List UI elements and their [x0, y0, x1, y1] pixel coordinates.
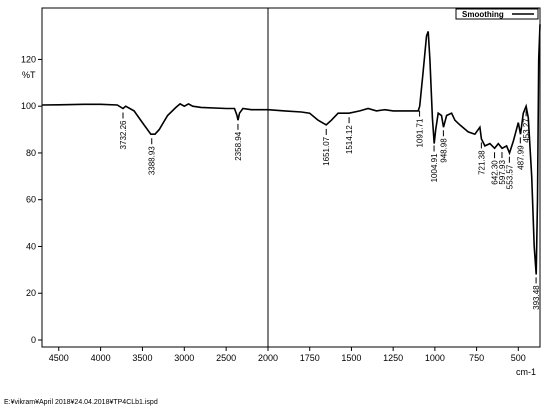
x-tick-label: 1000 — [425, 353, 445, 363]
y-tick-label: 20 — [26, 288, 36, 298]
y-tick-label: 80 — [26, 148, 36, 158]
peak-label: 597.93 — [498, 160, 507, 185]
peak-label: 948.98 — [439, 138, 448, 163]
spectrum-line — [41, 24, 541, 275]
peak-label: 3732.26 — [119, 120, 128, 149]
x-tick-label: 4000 — [91, 353, 111, 363]
x-tick-label: 4500 — [49, 353, 69, 363]
x-tick-label: 1250 — [383, 353, 403, 363]
peak-label: 393.48 — [532, 285, 541, 310]
x-tick-label: 500 — [511, 353, 526, 363]
y-tick-label: 60 — [26, 195, 36, 205]
y-tick-label: 40 — [26, 241, 36, 251]
y-axis-label: %T — [22, 70, 36, 80]
peak-label: 1651.07 — [322, 136, 331, 165]
x-tick-label: 3000 — [174, 353, 194, 363]
y-tick-label: 0 — [31, 335, 36, 345]
x-tick-label: 1500 — [341, 353, 361, 363]
peak-label: 553.57 — [505, 164, 514, 189]
x-axis-label: cm-1 — [516, 367, 536, 377]
peak-label: 2358.94 — [234, 131, 243, 160]
file-path: E:¥vikram¥April 2018¥24.04.2018¥TP4CLb1.… — [4, 399, 158, 406]
x-tick-label: 3500 — [132, 353, 152, 363]
peak-label: 1091.71 — [416, 118, 425, 147]
x-tick-label: 750 — [469, 353, 484, 363]
peak-label: 453.27 — [522, 118, 531, 143]
peak-label: 487.99 — [516, 145, 525, 170]
y-tick-label: 120 — [21, 54, 36, 64]
x-tick-label: 1750 — [300, 353, 320, 363]
peak-label: 642.30 — [491, 160, 500, 185]
peak-label: 721.38 — [477, 150, 486, 175]
legend-box — [455, 8, 539, 20]
y-tick-label: 100 — [21, 101, 36, 111]
peak-label: 1004.91 — [430, 153, 439, 182]
peak-label: 3388.93 — [148, 146, 157, 175]
x-tick-label: 2500 — [216, 353, 236, 363]
peak-label: 1514.12 — [345, 125, 354, 154]
x-tick-label: 2000 — [258, 353, 278, 363]
plot-frame — [41, 7, 541, 348]
legend-label: Smoothing — [462, 10, 504, 19]
